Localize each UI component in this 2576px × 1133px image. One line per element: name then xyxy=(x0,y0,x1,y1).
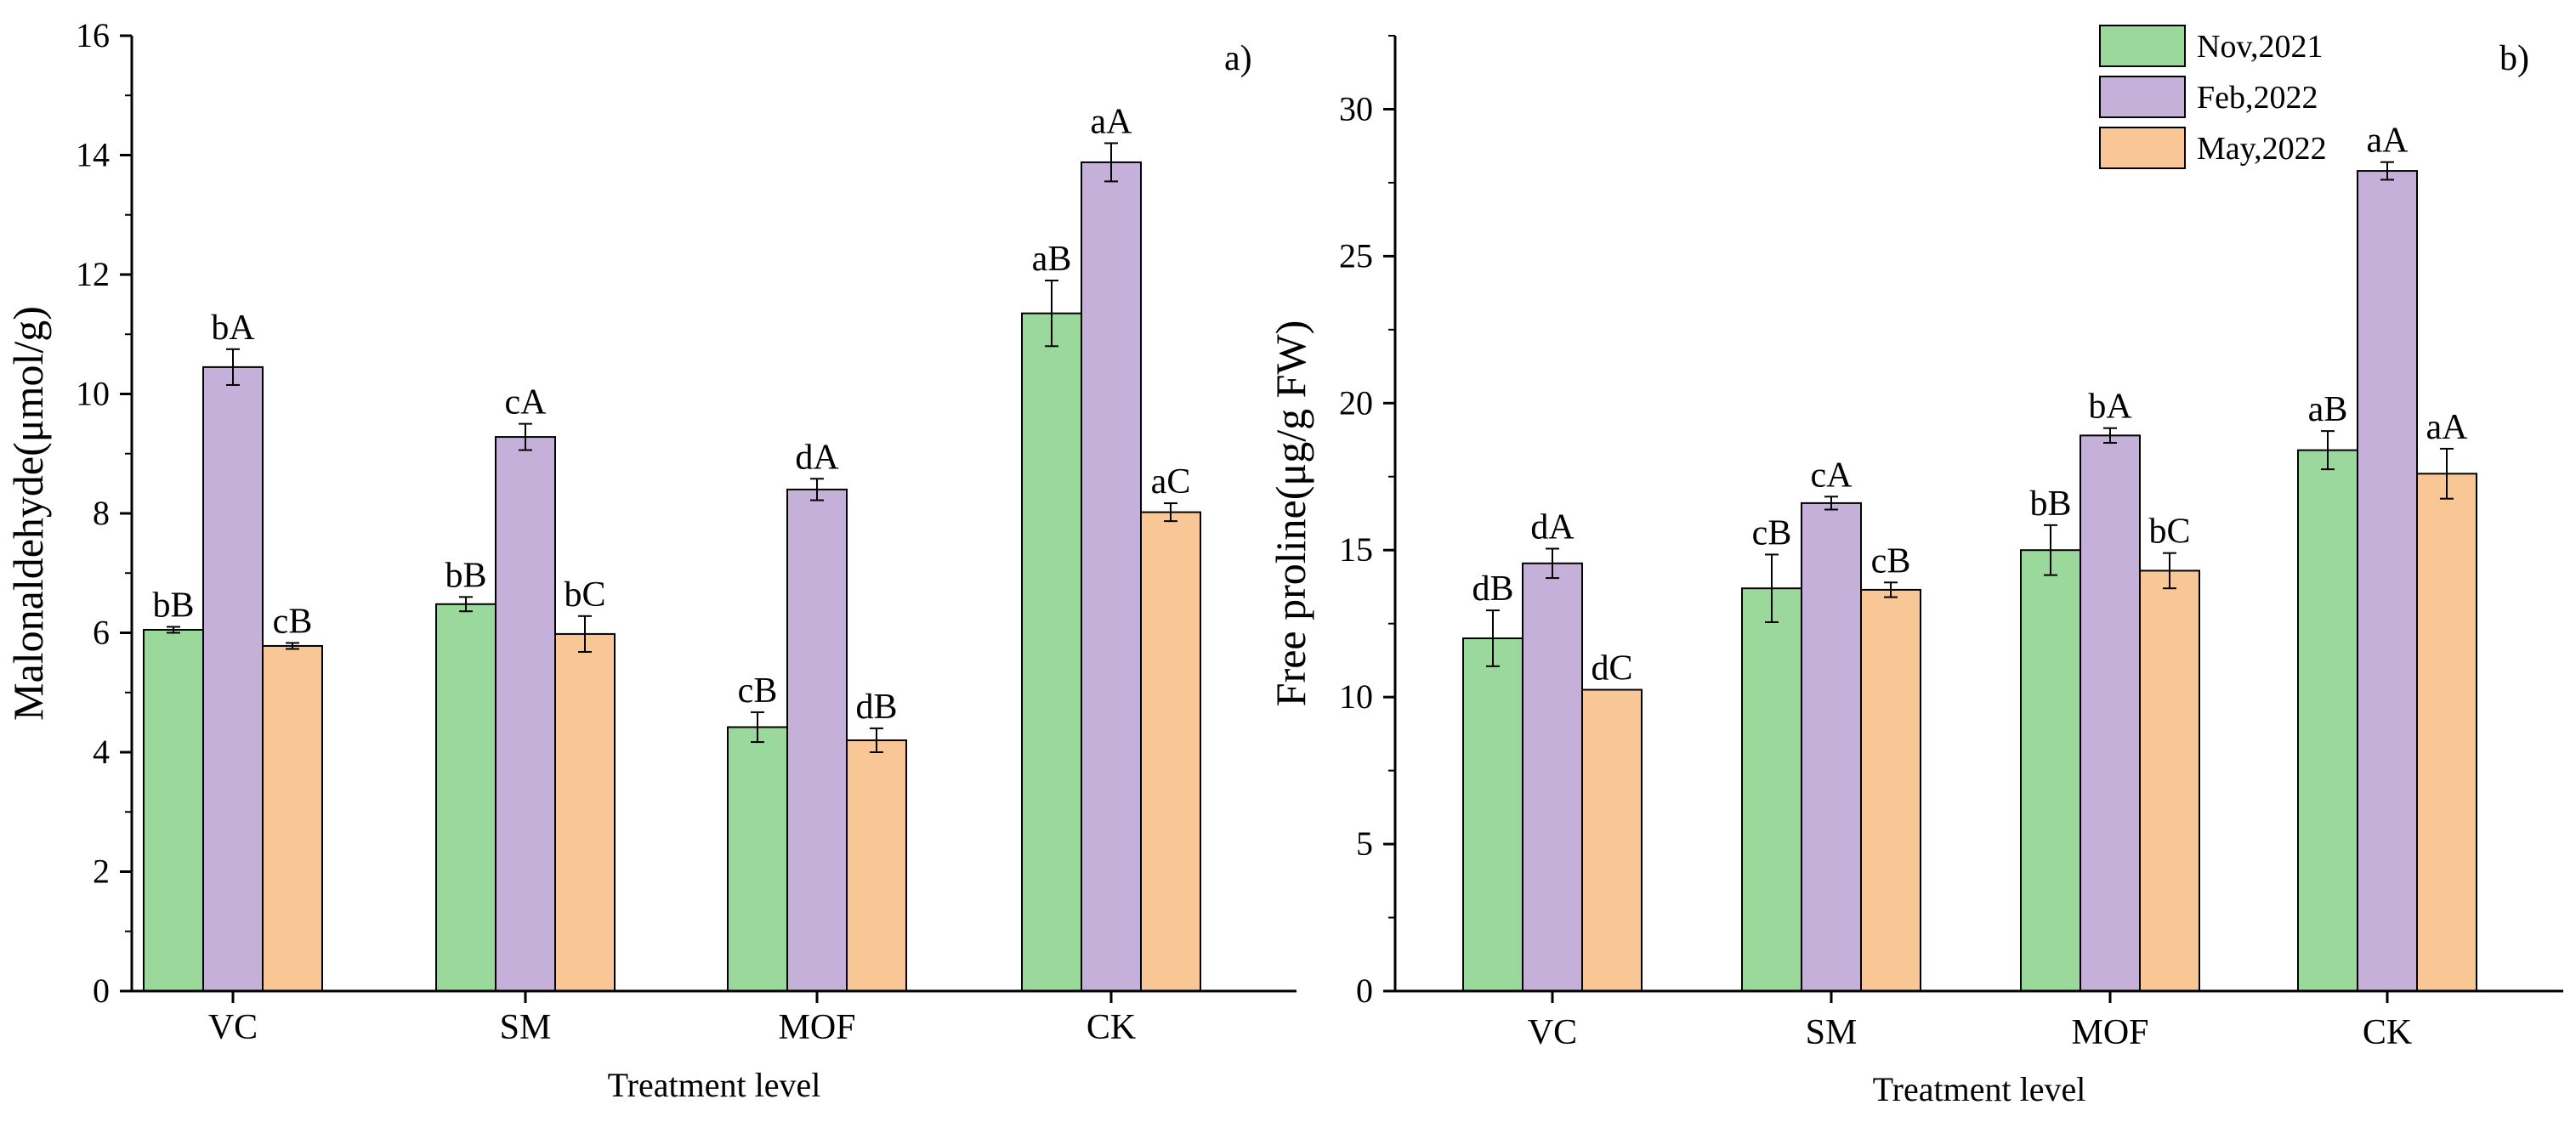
bar-b-mof-may-2022 xyxy=(2139,569,2200,992)
x-category-label: MOF xyxy=(2071,1013,2148,1052)
y-tick-label: 25 xyxy=(1339,236,1373,275)
bar-a-mof-may-2022 xyxy=(846,739,907,992)
significance-label: bA xyxy=(2088,388,2132,427)
legend-swatch xyxy=(2099,25,2186,67)
significance-label: dC xyxy=(1591,649,1632,688)
y-tick-label: 20 xyxy=(1339,383,1373,422)
significance-label: dB xyxy=(1472,569,1513,609)
y-tick-label: 10 xyxy=(1339,677,1373,716)
significance-label: dA xyxy=(795,438,839,477)
significance-label: cA xyxy=(505,383,548,422)
significance-label: aA xyxy=(2367,122,2409,161)
significance-label: bC xyxy=(2148,513,2190,552)
bar-b-sm-nov-2021 xyxy=(1741,587,1802,993)
significance-label: aA xyxy=(1091,102,1133,141)
x-category-label: CK xyxy=(2363,1013,2412,1052)
bar-b-ck-feb-2022 xyxy=(2357,170,2418,992)
bar-a-ck-nov-2021 xyxy=(1021,312,1082,993)
legend-label: Feb,2022 xyxy=(2197,80,2318,116)
significance-label: aB xyxy=(2308,390,2348,429)
y-axis-title: Malonaldehyde(μmol/g) xyxy=(4,306,52,721)
x-category-label: CK xyxy=(1087,1008,1136,1047)
significance-label: cB xyxy=(1871,541,1911,581)
y-tick-label: 10 xyxy=(76,375,110,413)
significance-label: aC xyxy=(1151,462,1191,501)
legend-swatch xyxy=(2099,127,2186,169)
y-tick-label: 12 xyxy=(76,255,110,293)
bar-a-vc-nov-2021 xyxy=(143,628,204,992)
significance-label: aB xyxy=(1032,240,1072,279)
y-tick-label: 4 xyxy=(93,733,110,771)
legend-label: May,2022 xyxy=(2197,131,2327,167)
significance-label: cB xyxy=(738,671,778,711)
bar-b-sm-may-2022 xyxy=(1860,588,1921,992)
bar-a-sm-nov-2021 xyxy=(435,603,496,993)
bar-a-vc-may-2022 xyxy=(262,644,323,993)
y-axis-title: Free proline(μg/g FW) xyxy=(1267,320,1314,706)
y-tick-label: 15 xyxy=(1339,530,1373,569)
y-tick-label: 16 xyxy=(76,16,110,54)
y-tick-label: 0 xyxy=(1356,972,1373,1010)
x-category-label: VC xyxy=(1528,1013,1577,1052)
bar-b-mof-feb-2022 xyxy=(2080,434,2141,992)
y-tick-label: 30 xyxy=(1339,89,1373,127)
significance-label: bA xyxy=(211,309,255,348)
bar-a-mof-nov-2021 xyxy=(727,726,788,992)
y-tick-label: 8 xyxy=(93,494,110,532)
bar-b-sm-feb-2022 xyxy=(1801,501,1862,992)
y-tick-label: 6 xyxy=(93,614,110,652)
significance-label: bB xyxy=(152,586,194,625)
significance-label: bB xyxy=(2029,484,2071,524)
bar-b-ck-nov-2021 xyxy=(2297,449,2358,992)
legend-label: Nov,2021 xyxy=(2197,29,2323,65)
bar-a-vc-feb-2022 xyxy=(202,365,264,992)
bar-a-ck-feb-2022 xyxy=(1081,161,1142,992)
bar-b-vc-feb-2022 xyxy=(1522,562,1583,992)
significance-label: dB xyxy=(855,688,897,727)
significance-label: cA xyxy=(1811,456,1853,495)
x-category-label: MOF xyxy=(778,1008,855,1047)
legend-swatch xyxy=(2099,76,2186,118)
significance-label: cB xyxy=(273,602,313,641)
bar-b-mof-nov-2021 xyxy=(2020,549,2081,992)
panel-label: b) xyxy=(2499,39,2529,78)
bar-a-sm-may-2022 xyxy=(554,632,616,993)
bar-b-vc-nov-2021 xyxy=(1462,637,1523,992)
x-category-label: SM xyxy=(500,1008,552,1047)
panel-label: a) xyxy=(1224,39,1252,78)
x-axis-title: Treatment level xyxy=(608,1066,821,1104)
significance-label: dA xyxy=(1530,508,1575,547)
bar-b-vc-may-2022 xyxy=(1581,688,1643,992)
bar-a-ck-may-2022 xyxy=(1140,511,1201,992)
x-axis-title: Treatment level xyxy=(1873,1070,2086,1108)
y-tick-label: 5 xyxy=(1356,824,1373,863)
x-category-label: SM xyxy=(1806,1013,1858,1052)
y-tick-label: 14 xyxy=(76,136,110,174)
x-category-label: VC xyxy=(208,1008,258,1047)
bar-b-ck-may-2022 xyxy=(2416,473,2477,992)
bar-a-mof-feb-2022 xyxy=(786,488,848,992)
significance-label: bB xyxy=(445,556,486,595)
bar-a-sm-feb-2022 xyxy=(495,436,556,992)
significance-label: aA xyxy=(2426,408,2469,447)
significance-label: bC xyxy=(564,575,605,615)
y-tick-label: 0 xyxy=(93,972,110,1010)
significance-label: cB xyxy=(1752,513,1792,552)
y-tick-label: 2 xyxy=(93,853,110,891)
